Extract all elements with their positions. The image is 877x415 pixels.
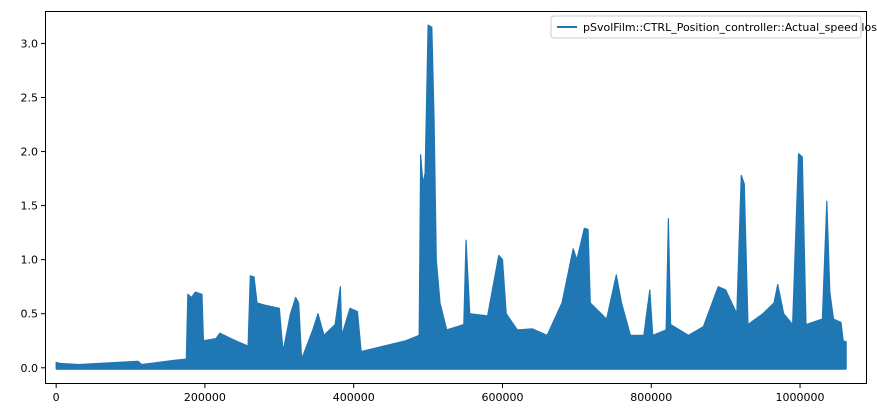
y-tick-label: 1.5	[21, 200, 39, 213]
axes-layer: 0 200000 400000 600000 800000 1000000 0.0 0.5 1.…	[21, 11, 867, 404]
series-baseline-band	[56, 365, 847, 370]
legend-box	[550, 15, 862, 39]
legend-entry: pSvolFilm::CTRL_Position_controller::Act…	[583, 21, 877, 34]
x-tick-label: 400000	[333, 391, 375, 404]
x-tick-label: 1000000	[776, 391, 825, 404]
y-tick-label: 2.5	[21, 91, 39, 104]
series-line	[55, 24, 847, 370]
x-tick-label: 200000	[184, 391, 226, 404]
legend: pSvolFilm::CTRL_Position_controller::Act…	[550, 15, 877, 39]
y-tick-label: 3.0	[21, 37, 39, 50]
series-layer	[55, 24, 847, 370]
axes-frame	[45, 11, 867, 384]
y-tick-label: 0.0	[21, 362, 39, 375]
x-tick-label: 600000	[481, 391, 523, 404]
y-tick-label: 0.5	[21, 308, 39, 321]
y-tick-label: 1.0	[21, 254, 39, 267]
y-tick-label: 2.0	[21, 146, 39, 159]
x-tick-label: 800000	[630, 391, 672, 404]
x-tick-label: 0	[53, 391, 60, 404]
